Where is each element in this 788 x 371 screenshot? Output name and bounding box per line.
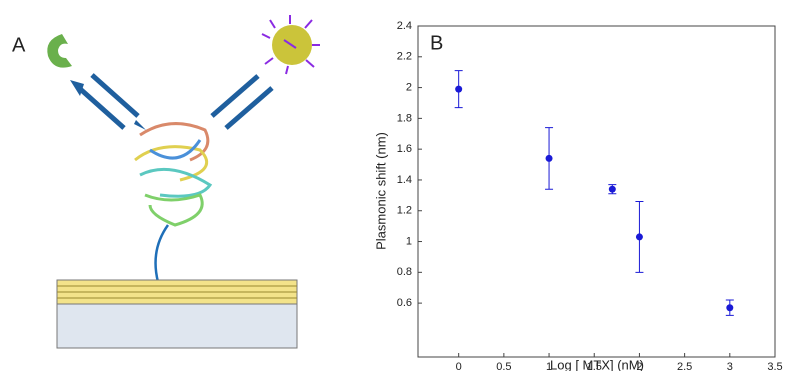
y-tick-label: 2.4 [397, 20, 412, 32]
y-tick-label: 1.2 [397, 205, 412, 217]
point [455, 85, 463, 93]
arrows-left [76, 73, 140, 130]
point [545, 154, 553, 162]
x-tick-label: 3 [727, 361, 733, 371]
point [635, 233, 643, 241]
y-tick-label: 2 [406, 81, 412, 93]
arrow-heads [70, 80, 146, 130]
antibody-icon [47, 34, 72, 68]
panel-label: B [430, 32, 443, 54]
y-tick-label: 2.2 [397, 51, 412, 63]
panel-label: A [12, 34, 26, 56]
y-axis-label: Plasmonic shift (nm) [373, 132, 388, 250]
y-tick-label: 0.8 [397, 266, 412, 278]
y-tick-label: 1.4 [397, 174, 412, 186]
y-tick-label: 1 [406, 235, 412, 247]
linker [154, 224, 170, 283]
point [726, 304, 734, 312]
y-tick-label: 0.6 [397, 297, 412, 309]
particle-ligands [261, 15, 320, 75]
protein [134, 122, 213, 227]
x-tick-label: 3.5 [767, 361, 782, 371]
x-tick-label: 1 [546, 361, 552, 371]
x-axis-label: Log [ MTX] (nM) [550, 357, 644, 371]
point [608, 185, 616, 193]
substrate [56, 303, 298, 349]
x-tick-label: 0 [456, 361, 462, 371]
x-tick-label: 2 [636, 361, 642, 371]
y-tick-label: 1.6 [397, 143, 412, 155]
arrows-right [210, 74, 274, 130]
x-tick-label: 0.5 [496, 361, 511, 371]
x-tick-label: 2.5 [677, 361, 692, 371]
gold-stripes [57, 285, 297, 299]
x-tick-label: 1.5 [587, 361, 602, 371]
plot-frame [417, 25, 776, 358]
diagram: A [12, 15, 320, 349]
y-tick-label: 1.8 [397, 112, 412, 124]
